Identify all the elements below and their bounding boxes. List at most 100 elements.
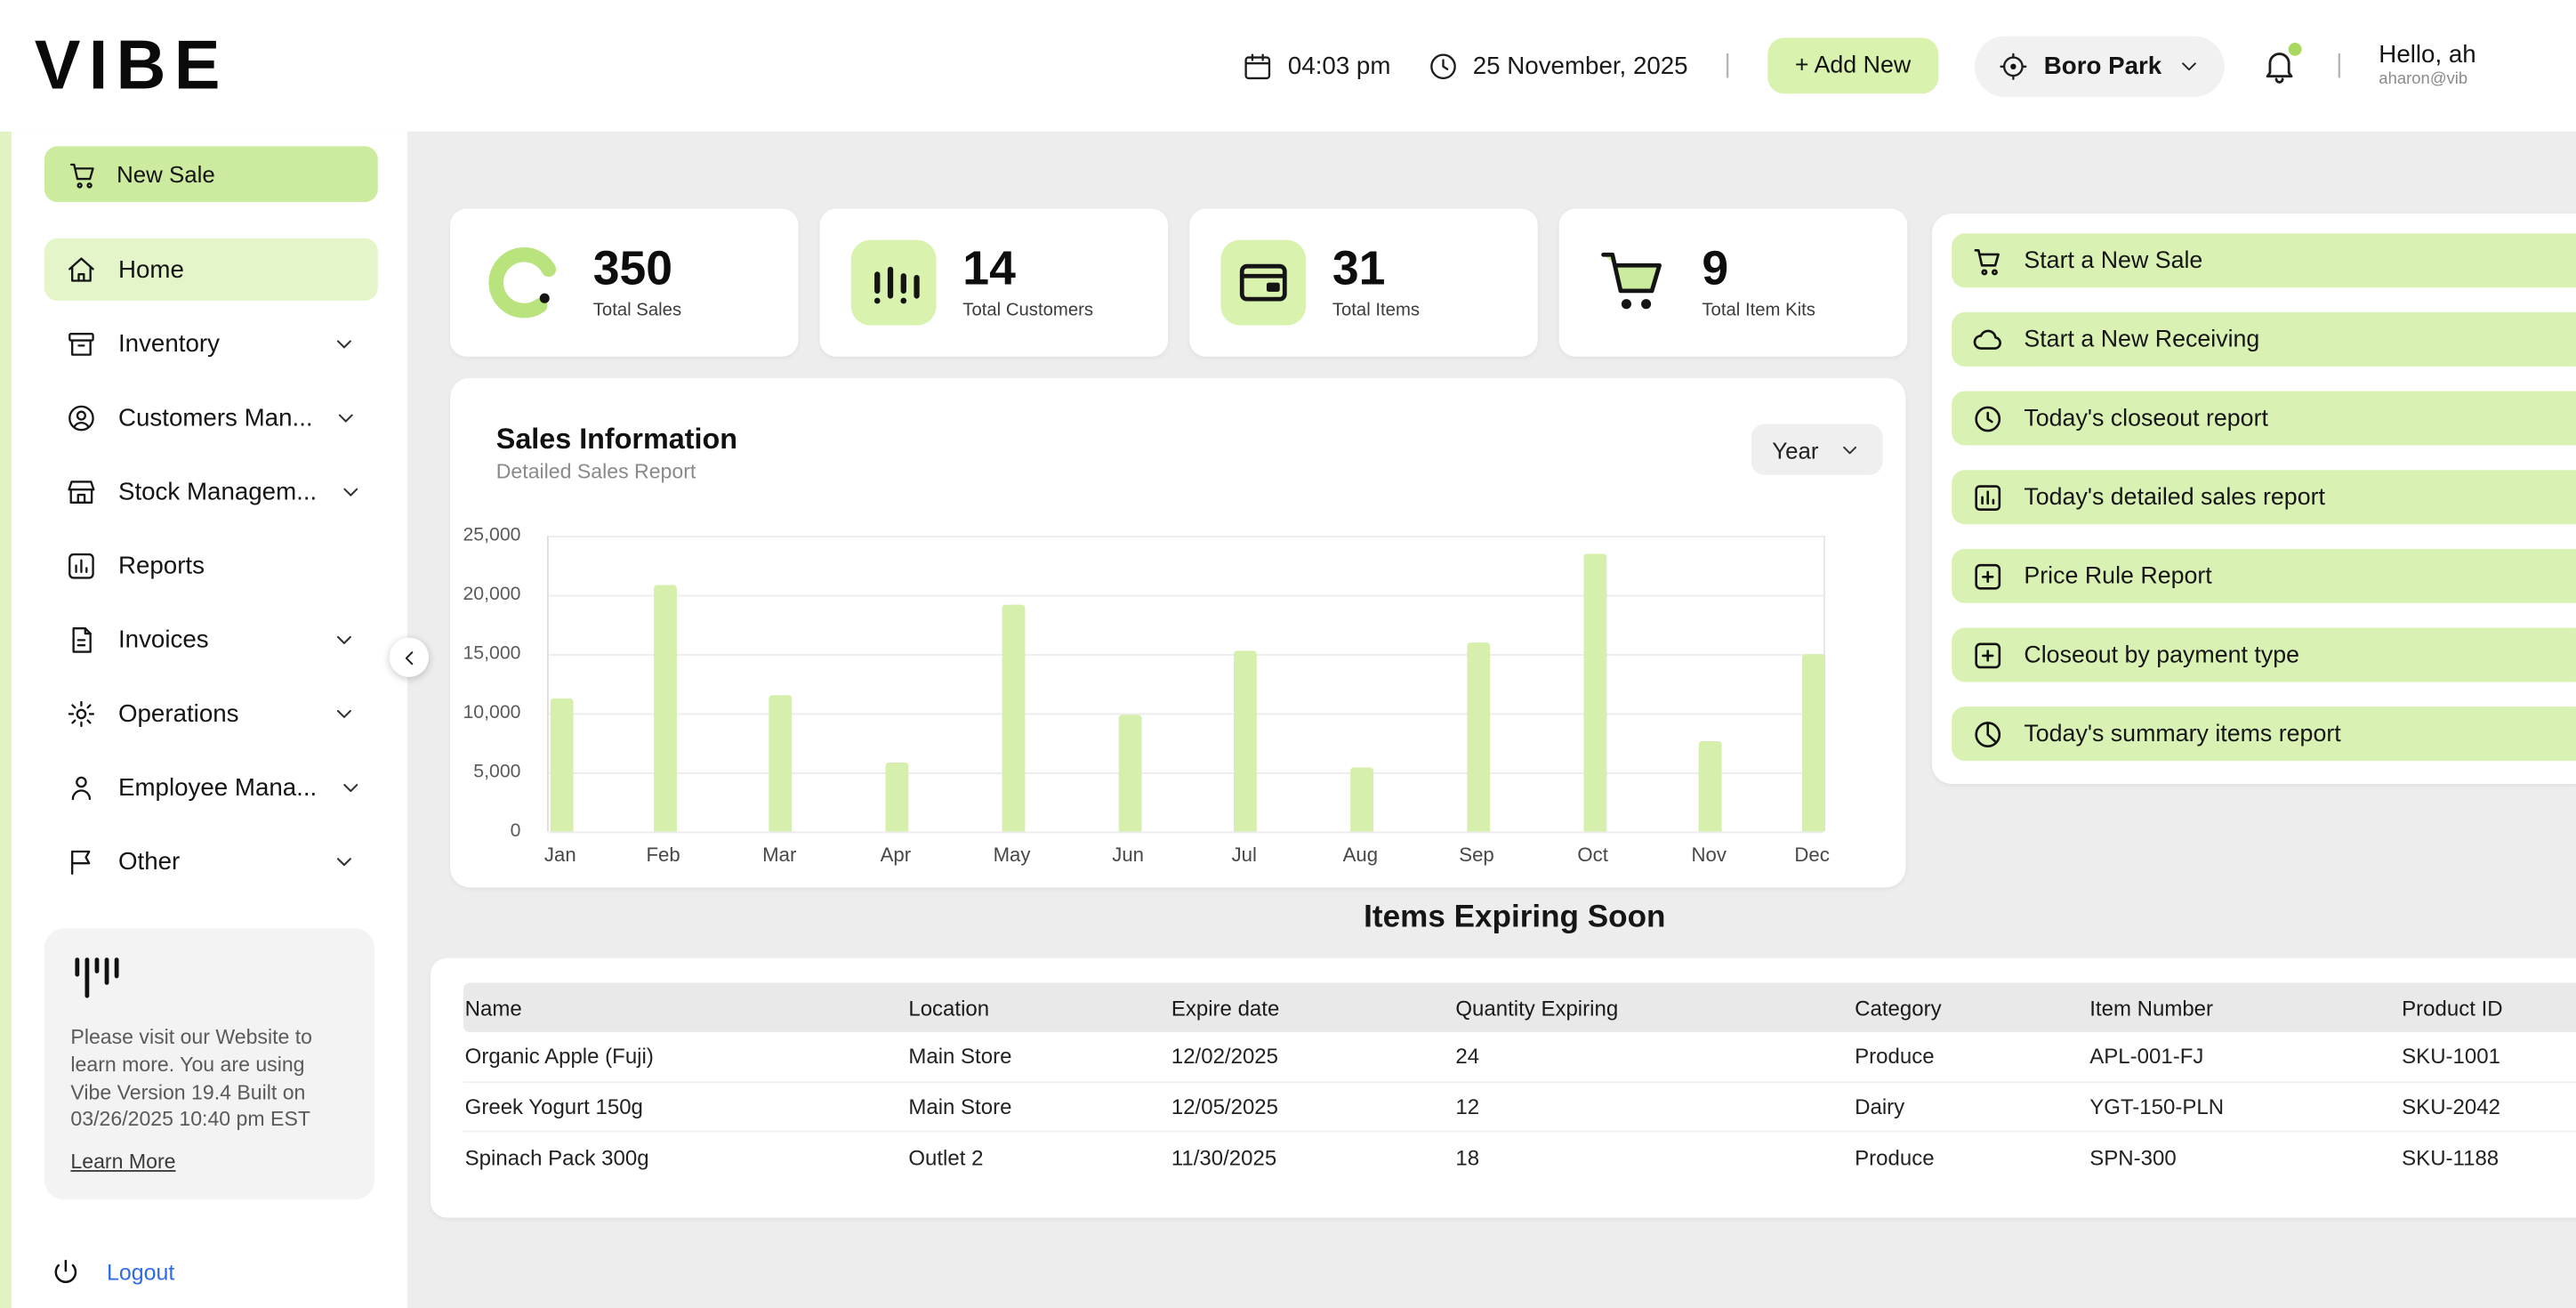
reports-chart-icon xyxy=(68,553,94,578)
page-body: New Sale Home Inventory Customers Man... xyxy=(0,131,2576,1308)
sidebar-item-customers-management[interactable]: Customers Man... xyxy=(44,386,378,448)
quick-action-closeout-report[interactable]: Today's closeout report xyxy=(1952,391,2576,446)
cell-product-id: SKU-1188 xyxy=(2402,1144,2500,1170)
sidebar-item-invoices[interactable]: Invoices xyxy=(44,608,378,670)
pie-chart-icon xyxy=(1975,721,2001,747)
gear-icon xyxy=(68,699,95,727)
chart-bar xyxy=(1699,740,1723,832)
quick-action-summary-items-report[interactable]: Today's summary items report xyxy=(1952,706,2576,762)
chart-bar xyxy=(1802,654,1825,832)
topbar-divider: | xyxy=(1724,51,1731,79)
table-row: Greek Yogurt 150g Main Store 12/05/2025 … xyxy=(463,1082,2576,1133)
stat-card-total-items: 31 Total Items xyxy=(1189,208,1538,357)
cell-product-id: SKU-2042 xyxy=(2402,1094,2500,1119)
user-greeting[interactable]: Hello, ah aharon@vib xyxy=(2379,41,2576,90)
plus-square-icon xyxy=(1975,642,2001,668)
cell-product-id: SKU-1001 xyxy=(2402,1044,2500,1069)
cell-location: Main Store xyxy=(908,1094,1012,1119)
x-axis-tick: Nov xyxy=(1691,843,1727,867)
sidebar-collapse-button[interactable] xyxy=(389,637,430,677)
x-axis-tick: May xyxy=(993,843,1031,867)
cart-icon xyxy=(1601,252,1662,310)
quick-action-price-rule-report[interactable]: Price Rule Report xyxy=(1952,548,2576,603)
notifications-button[interactable] xyxy=(2260,41,2304,85)
cell-location: Main Store xyxy=(908,1044,1012,1069)
cell-name: Spinach Pack 300g xyxy=(464,1144,649,1170)
period-select[interactable]: Year xyxy=(1751,424,1883,475)
cell-expire-date: 12/05/2025 xyxy=(1171,1094,1279,1119)
chevron-down-icon xyxy=(336,634,351,643)
version-info-box: Please visit our Website to learn more. … xyxy=(44,928,375,1200)
learn-more-link[interactable]: Learn More xyxy=(70,1150,176,1174)
chart-gridline xyxy=(548,713,1824,715)
stat-card-total-item-kits: 9 Total Item Kits xyxy=(1558,208,1908,357)
quick-action-label: Price Rule Report xyxy=(2024,562,2212,590)
chart-gridline xyxy=(548,536,1824,537)
location-target-icon xyxy=(2000,52,2027,79)
chart-bar xyxy=(885,763,909,832)
chevron-down-icon xyxy=(339,413,354,422)
column-header-product-id: Product ID xyxy=(2402,995,2503,1021)
stat-value: 9 xyxy=(1702,243,1729,296)
cell-category: Dairy xyxy=(1855,1094,1905,1119)
location-label: Boro Park xyxy=(2043,52,2162,80)
stat-label: Total Items xyxy=(1332,300,1421,320)
x-axis-tick: Dec xyxy=(1794,843,1830,867)
quick-action-start-new-receiving[interactable]: Start a New Receiving xyxy=(1952,311,2576,367)
quick-action-closeout-by-payment-type[interactable]: Closeout by payment type xyxy=(1952,627,2576,682)
cell-quantity-expiring: 18 xyxy=(1455,1144,1480,1170)
bell-icon xyxy=(2266,52,2294,84)
chart-gridline xyxy=(548,772,1824,774)
invoice-document-icon xyxy=(72,626,92,652)
cell-category: Produce xyxy=(1855,1144,1935,1170)
chart-bar xyxy=(1582,553,1606,832)
chart-bar xyxy=(769,695,793,832)
sidebar-item-operations[interactable]: Operations xyxy=(44,682,378,744)
sidebar-item-reports[interactable]: Reports xyxy=(44,534,378,596)
main-content: 350 Total Sales 14 Total Customers xyxy=(407,131,2576,1308)
y-axis-tick: 0 xyxy=(510,821,521,842)
quick-action-start-new-sale[interactable]: Start a New Sale xyxy=(1952,233,2576,288)
sidebar-item-other[interactable]: Other xyxy=(44,830,378,892)
clock-icon xyxy=(1429,52,1455,79)
sidebar-item-home[interactable]: Home xyxy=(44,238,378,301)
sidebar-item-stock-management[interactable]: Stock Managem... xyxy=(44,460,378,522)
new-sale-button[interactable]: New Sale xyxy=(44,146,378,203)
y-axis-tick: 10,000 xyxy=(463,703,521,723)
topbar: VIBE 04:03 pm 25 November, 2025 | + Add … xyxy=(0,0,2576,132)
y-axis-tick: 15,000 xyxy=(463,643,521,665)
chart-bar xyxy=(550,698,574,832)
person-icon xyxy=(71,775,92,800)
bar-levels-icon xyxy=(75,957,119,998)
cell-location: Outlet 2 xyxy=(908,1144,984,1170)
donut-gauge-icon xyxy=(488,246,559,319)
chart-bar xyxy=(1466,642,1490,832)
sales-information-card: Sales Information Detailed Sales Report … xyxy=(450,377,1906,888)
table-row: Spinach Pack 300g Outlet 2 11/30/2025 18… xyxy=(463,1133,2576,1183)
location-picker[interactable]: Boro Park xyxy=(1975,35,2225,97)
x-axis-tick: Apr xyxy=(880,843,912,867)
stat-value: 31 xyxy=(1332,243,1386,296)
x-axis-tick: Jun xyxy=(1112,843,1145,867)
chart-x-axis: Jan Feb Mar Apr May Jun Jul Aug Sep Oct Nov Dec xyxy=(544,843,1830,869)
stat-card-total-sales: 350 Total Sales xyxy=(450,208,799,357)
quick-action-detailed-sales-report[interactable]: Today's detailed sales report xyxy=(1952,470,2576,525)
x-axis-tick: Aug xyxy=(1342,843,1379,867)
sidebar-item-inventory[interactable]: Inventory xyxy=(44,312,378,375)
inventory-box-icon xyxy=(68,332,94,355)
logout-button[interactable]: Logout xyxy=(51,1257,174,1287)
column-header-quantity-expiring: Quantity Expiring xyxy=(1455,995,1619,1021)
chevron-down-icon xyxy=(343,487,358,496)
clock-icon xyxy=(1975,405,2001,432)
sales-bar-chart xyxy=(547,536,1825,834)
time-text: 04:03 pm xyxy=(1287,52,1391,80)
add-new-button[interactable]: + Add New xyxy=(1767,37,1939,94)
chart-bar xyxy=(1234,650,1258,832)
quick-action-label: Closeout by payment type xyxy=(2024,642,2300,668)
sidebar-item-label: Reports xyxy=(117,551,205,580)
table-header-row: Name Location Expire date Quantity Expir… xyxy=(463,982,2576,1032)
sidebar-item-employee-management[interactable]: Employee Mana... xyxy=(44,756,378,819)
greeting-text: Hello, ah xyxy=(2379,41,2476,69)
left-accent-strip xyxy=(0,131,12,1308)
cell-item-number: YGT-150-PLN xyxy=(2089,1094,2225,1119)
